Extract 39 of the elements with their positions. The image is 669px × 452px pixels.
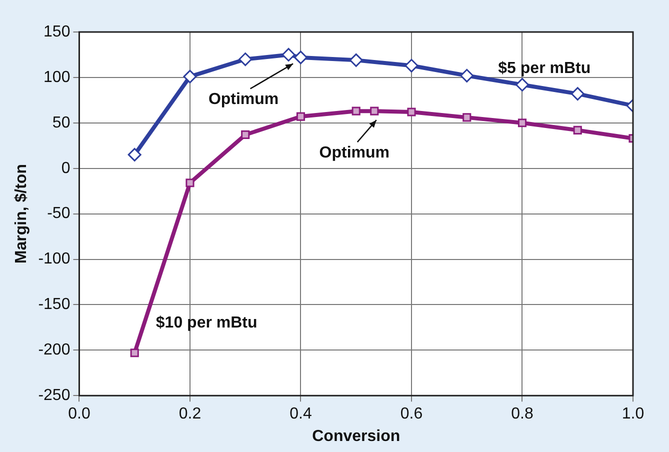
point <box>128 148 142 162</box>
point <box>404 58 418 72</box>
point <box>282 48 296 62</box>
point <box>570 87 584 101</box>
point <box>518 118 527 128</box>
y-tick-label: -150 <box>38 296 70 314</box>
point <box>238 52 252 66</box>
x-tick-label: 0.8 <box>511 406 534 423</box>
point <box>515 78 529 92</box>
point <box>573 126 582 134</box>
x-tick-label: 0.6 <box>400 406 423 423</box>
x-axis-title: Conversion <box>312 428 400 445</box>
y-tick-label: 150 <box>44 23 70 40</box>
x-tick-label: 1.0 <box>622 406 644 423</box>
y-tick-label: -50 <box>47 205 70 222</box>
point <box>241 130 250 140</box>
x-tick-label: 0.4 <box>290 406 312 423</box>
point <box>462 113 472 122</box>
y-tick-label: 100 <box>44 68 70 86</box>
point <box>186 178 194 188</box>
x-tick-label: 0.2 <box>178 406 202 423</box>
y-tick-label: 50 <box>52 114 70 132</box>
annotation: Optimum <box>319 144 390 162</box>
point <box>407 108 416 116</box>
point <box>296 112 306 121</box>
y-axis-title: Margin, $/ton <box>13 164 30 264</box>
y-tick-label: -100 <box>38 250 70 268</box>
point <box>294 50 308 64</box>
y-tick-label: 0 <box>61 160 70 177</box>
point <box>352 106 360 116</box>
point <box>183 70 197 84</box>
point <box>130 348 139 358</box>
point <box>370 106 379 116</box>
y-tick-label: -200 <box>38 342 70 359</box>
point <box>460 68 474 82</box>
y-tick-label: -250 <box>38 387 70 404</box>
point <box>349 53 363 67</box>
annotation: Optimum <box>208 91 279 108</box>
x-tick-label: 0.0 <box>68 406 90 423</box>
